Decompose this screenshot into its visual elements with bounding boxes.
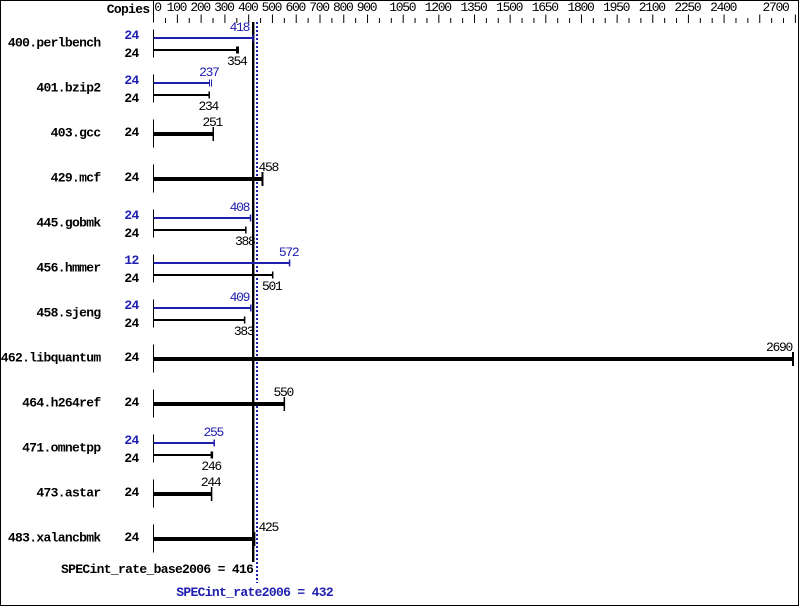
svg-text:462.libquantum: 462.libquantum (1, 351, 102, 366)
svg-text:500: 500 (262, 0, 282, 15)
svg-text:SPECint_rate2006 = 432: SPECint_rate2006 = 432 (176, 585, 334, 600)
svg-text:1950: 1950 (603, 0, 630, 15)
svg-text:12: 12 (124, 253, 139, 268)
svg-text:800: 800 (333, 0, 353, 15)
svg-text:2690: 2690 (766, 340, 793, 355)
svg-text:24: 24 (124, 350, 139, 365)
svg-text:2250: 2250 (674, 0, 701, 15)
svg-text:SPECint_rate_base2006 = 416: SPECint_rate_base2006 = 416 (61, 562, 254, 577)
svg-text:300: 300 (214, 0, 234, 15)
svg-text:408: 408 (230, 200, 250, 215)
svg-text:24: 24 (124, 433, 139, 448)
svg-text:388: 388 (235, 234, 255, 249)
svg-text:1350: 1350 (460, 0, 487, 15)
svg-text:354: 354 (227, 54, 248, 69)
svg-text:1800: 1800 (567, 0, 594, 15)
svg-text:473.astar: 473.astar (36, 486, 100, 501)
svg-text:483.xalancbmk: 483.xalancbmk (8, 531, 101, 546)
svg-text:251: 251 (203, 115, 224, 130)
svg-text:246: 246 (201, 459, 221, 474)
svg-text:244: 244 (201, 475, 222, 490)
svg-text:383: 383 (234, 324, 254, 339)
svg-text:425: 425 (259, 520, 279, 535)
svg-text:409: 409 (230, 290, 250, 305)
svg-text:429.mcf: 429.mcf (51, 171, 102, 186)
svg-text:255: 255 (203, 425, 223, 440)
svg-text:1200: 1200 (425, 0, 452, 15)
svg-text:24: 24 (124, 28, 139, 43)
svg-text:458.sjeng: 458.sjeng (36, 306, 101, 321)
svg-text:471.omnetpp: 471.omnetpp (22, 441, 101, 456)
svg-text:100: 100 (167, 0, 187, 15)
svg-text:456.hmmer: 456.hmmer (36, 261, 100, 276)
svg-text:24: 24 (124, 46, 139, 61)
svg-text:24: 24 (124, 91, 139, 106)
svg-text:24: 24 (124, 395, 139, 410)
svg-text:237: 237 (199, 65, 219, 80)
svg-text:2400: 2400 (710, 0, 737, 15)
svg-text:458: 458 (259, 160, 279, 175)
svg-text:24: 24 (124, 170, 139, 185)
svg-text:24: 24 (124, 208, 139, 223)
svg-text:24: 24 (124, 226, 139, 241)
svg-text:464.h264ref: 464.h264ref (22, 396, 101, 411)
svg-text:418: 418 (230, 20, 250, 35)
svg-text:24: 24 (124, 271, 139, 286)
svg-text:24: 24 (124, 530, 139, 545)
svg-text:1050: 1050 (389, 0, 416, 15)
svg-text:550: 550 (274, 385, 294, 400)
svg-text:200: 200 (190, 0, 210, 15)
svg-text:700: 700 (309, 0, 329, 15)
svg-text:401.bzip2: 401.bzip2 (36, 81, 101, 96)
svg-text:24: 24 (124, 451, 139, 466)
svg-text:403.gcc: 403.gcc (51, 126, 102, 141)
svg-text:1650: 1650 (532, 0, 559, 15)
svg-text:Copies: Copies (107, 2, 151, 17)
svg-text:900: 900 (357, 0, 377, 15)
svg-text:400.perlbench: 400.perlbench (8, 36, 101, 51)
svg-text:24: 24 (124, 73, 139, 88)
svg-text:24: 24 (124, 125, 139, 140)
svg-text:24: 24 (124, 298, 139, 313)
svg-text:1500: 1500 (496, 0, 523, 15)
svg-text:600: 600 (285, 0, 305, 15)
svg-text:400: 400 (238, 0, 258, 15)
svg-text:445.gobmk: 445.gobmk (36, 216, 101, 231)
svg-text:2100: 2100 (639, 0, 666, 15)
svg-text:24: 24 (124, 316, 139, 331)
svg-text:24: 24 (124, 485, 139, 500)
svg-text:501: 501 (262, 279, 283, 294)
svg-text:572: 572 (279, 245, 299, 260)
svg-text:0: 0 (154, 0, 161, 15)
svg-text:2700: 2700 (762, 0, 789, 15)
svg-text:234: 234 (198, 99, 219, 114)
